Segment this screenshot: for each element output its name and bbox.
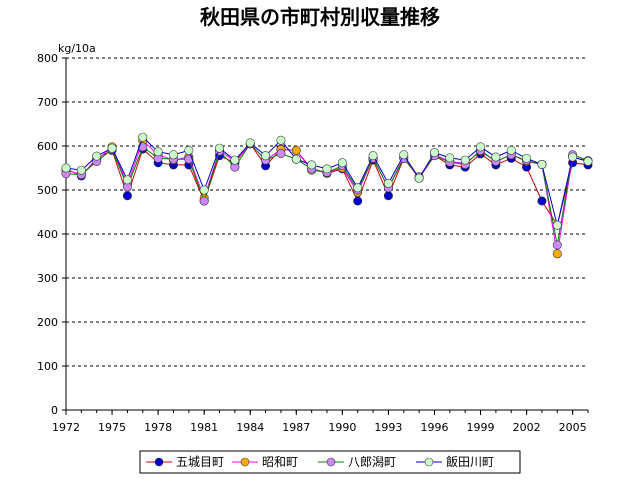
data-point (414, 173, 424, 183)
data-point (552, 249, 562, 259)
x-tick-label: 1993 (374, 421, 402, 434)
gridlines (66, 57, 588, 367)
data-point (568, 152, 578, 162)
y-tick-label: 100 (37, 360, 58, 373)
data-point (522, 153, 532, 163)
data-point (337, 158, 347, 168)
y-tick-label: 200 (37, 316, 58, 329)
y-tick-label: 300 (37, 272, 58, 285)
x-tick-label: 1981 (190, 421, 218, 434)
data-point (429, 148, 439, 158)
data-point (76, 165, 86, 175)
series-3 (61, 139, 593, 250)
series-4 (61, 132, 593, 230)
data-point (261, 151, 271, 161)
data-point (537, 159, 547, 169)
legend-item-3: 八郎潟町 (318, 455, 396, 469)
data-point (230, 155, 240, 165)
axes: 0 100 200 300 400 500 600 700 800 1972 1975 1978 198… (37, 52, 589, 434)
legend-label: 八郎潟町 (348, 455, 396, 469)
y-tick-label: 800 (37, 52, 58, 65)
data-point (215, 143, 225, 153)
data-point (122, 191, 132, 201)
data-point (552, 240, 562, 250)
x-tick-label: 1984 (236, 421, 264, 434)
data-point (276, 135, 286, 145)
x-tick-label: 2005 (559, 421, 587, 434)
data-point (552, 220, 562, 230)
legend-item-4: 飯田川町 (416, 454, 494, 469)
data-point (92, 151, 102, 161)
data-point (383, 191, 393, 201)
y-tick-label: 0 (51, 404, 58, 417)
legend-item-1: 五城目町 (146, 455, 224, 469)
legend: 五城目町 昭和町 八郎潟町 飯田川町 (139, 450, 521, 474)
legend-marker (424, 457, 434, 467)
data-point (307, 160, 317, 170)
data-point (291, 145, 301, 155)
data-point (291, 154, 301, 164)
legend-item-2: 昭和町 (232, 455, 298, 469)
data-point (107, 143, 117, 153)
data-point (353, 196, 363, 206)
x-tick-label: 1996 (420, 421, 448, 434)
data-point (245, 138, 255, 148)
legend-label: 昭和町 (262, 455, 298, 469)
data-point (399, 150, 409, 160)
y-tick-label: 700 (37, 96, 58, 109)
data-point (383, 178, 393, 188)
data-point (583, 156, 593, 166)
chart-title: 秋田県の市町村別収量推移 (200, 5, 440, 29)
y-tick-label: 500 (37, 184, 58, 197)
x-tick-label: 1999 (467, 421, 495, 434)
legend-marker (154, 457, 164, 467)
legend-label: 五城目町 (176, 455, 224, 469)
data-point (476, 142, 486, 152)
data-point (276, 148, 286, 158)
data-point (368, 151, 378, 161)
data-point (153, 147, 163, 157)
data-point (460, 155, 470, 165)
x-tick-label: 1972 (52, 421, 80, 434)
data-point (537, 196, 547, 206)
data-point (322, 164, 332, 174)
legend-marker (240, 457, 250, 467)
data-point (138, 132, 148, 142)
y-tick-label: 400 (37, 228, 58, 241)
x-tick-label: 1990 (328, 421, 356, 434)
x-tick-label: 1978 (144, 421, 172, 434)
data-point (199, 196, 209, 206)
data-point (506, 145, 516, 155)
y-axis-label: kg/10a (58, 42, 96, 55)
legend-label: 飯田川町 (446, 454, 494, 469)
data-point (184, 145, 194, 155)
data-point (199, 185, 209, 195)
series-group (61, 132, 593, 259)
y-tick-label: 600 (37, 140, 58, 153)
data-point (122, 175, 132, 185)
data-point (138, 142, 148, 152)
data-point (445, 153, 455, 163)
data-point (353, 183, 363, 193)
x-tick-label: 1975 (98, 421, 126, 434)
legend-marker (326, 457, 336, 467)
data-point (61, 163, 71, 173)
x-tick-label: 1987 (282, 421, 310, 434)
data-point (168, 150, 178, 160)
x-tick-label: 2002 (513, 421, 541, 434)
data-point (491, 152, 501, 162)
